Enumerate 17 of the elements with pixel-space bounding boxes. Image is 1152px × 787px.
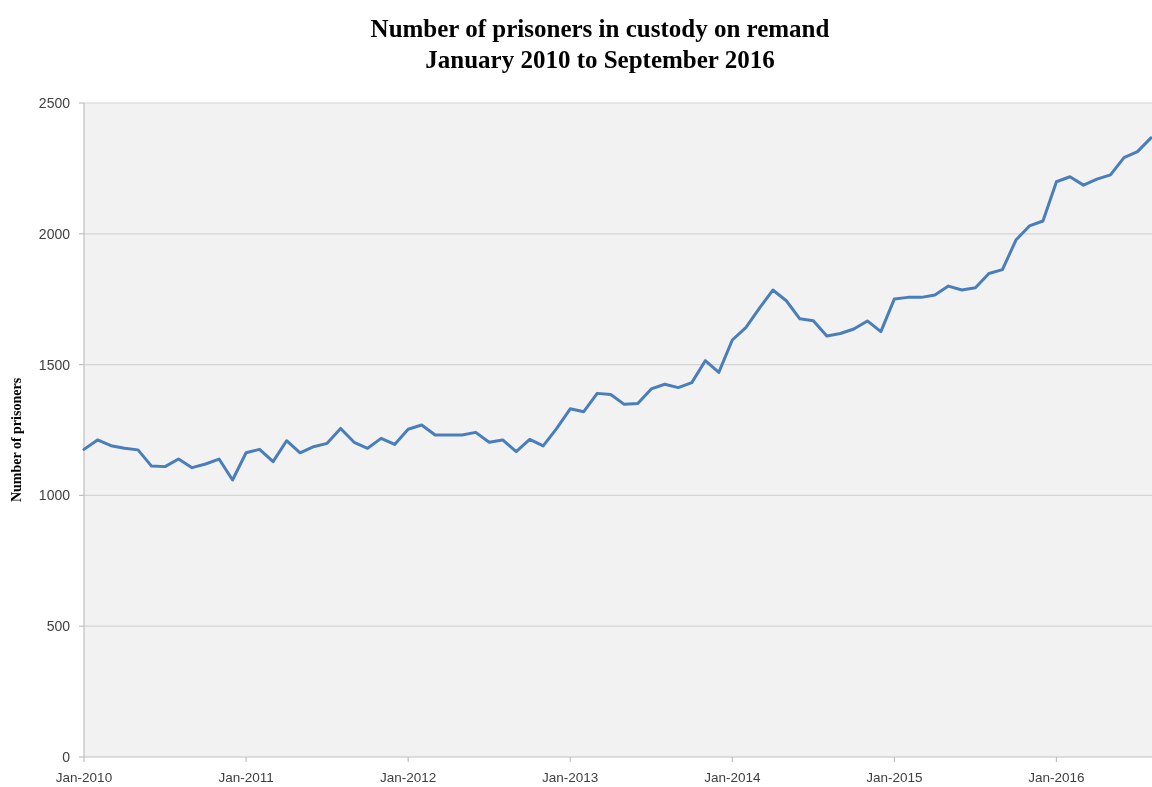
y-tick-label: 1000 <box>38 487 71 504</box>
x-tick-label: Jan-2015 <box>866 770 923 785</box>
x-tick-label: Jan-2014 <box>704 770 761 785</box>
x-tick-label: Jan-2011 <box>218 770 274 785</box>
line-series <box>82 136 1152 482</box>
chart-title: Number of prisoners in custody on remand <box>370 15 830 42</box>
x-tick-label: Jan-2016 <box>1028 770 1085 785</box>
y-tick-label: 1500 <box>38 356 71 373</box>
y-tick-label: 500 <box>46 618 71 635</box>
x-tick-label: Jan-2010 <box>55 770 113 785</box>
y-tick-label: 0 <box>62 748 71 765</box>
y-tick-label: 2500 <box>38 94 71 111</box>
chart-subtitle: January 2010 to September 2016 <box>425 46 775 73</box>
y-axis-title: Number of prisoners <box>9 377 24 503</box>
x-tick-label: Jan-2013 <box>542 770 599 785</box>
x-tick-label: Jan-2012 <box>380 770 437 785</box>
y-tick-label: 2000 <box>38 225 71 242</box>
